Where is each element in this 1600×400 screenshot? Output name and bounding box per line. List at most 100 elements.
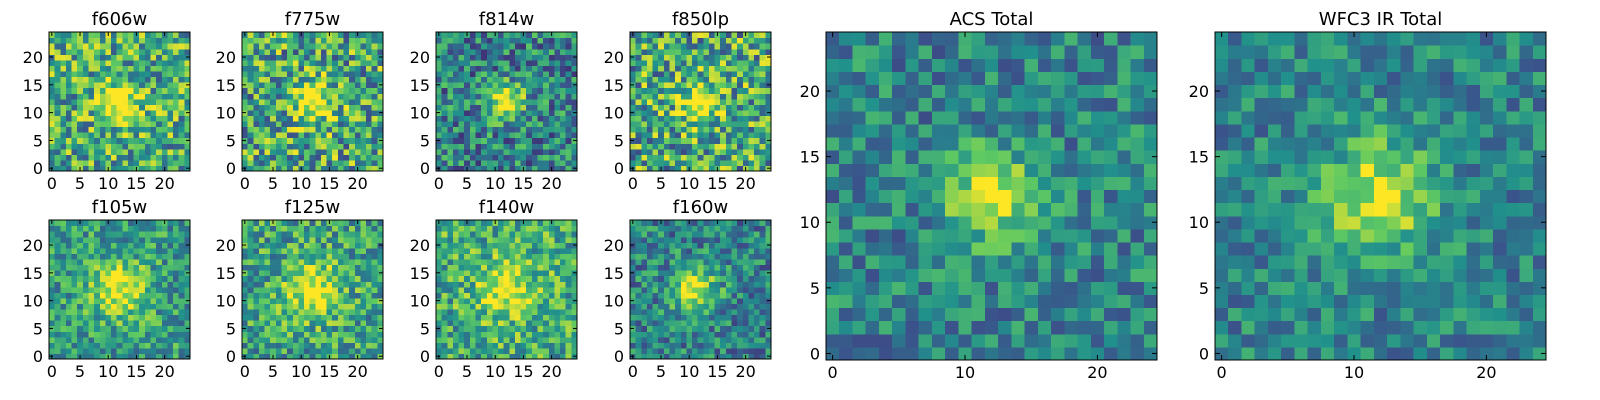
heatmap-cell [60,65,67,72]
heatmap-cell [253,104,260,111]
axes-frame [48,31,191,172]
heatmap-cell [337,109,345,116]
heatmap-cell [509,82,516,89]
heatmap-cell [754,115,761,122]
heatmap-cell [54,132,61,139]
heatmap-cell [641,303,648,310]
heatmap-cell [264,37,271,44]
heatmap-cell [77,137,84,144]
heatmap-cell [371,87,378,94]
heatmap-cell [526,143,533,150]
heatmap-cell [94,143,101,150]
heatmap-cell [281,353,288,360]
heatmap-cell [247,225,254,232]
heatmap-cell [315,54,322,61]
heatmap-cell [258,308,266,316]
heatmap-cell [537,120,544,128]
heatmap-cell [258,275,266,282]
heatmap-cell [144,242,152,249]
heatmap-cell [652,76,659,83]
heatmap-cell [133,258,140,266]
heatmap-cell [173,59,180,66]
heatmap-cell [486,48,493,55]
heatmap-cell [304,59,311,66]
heatmap-cell [304,93,311,100]
heatmap-cell [304,137,311,144]
heatmap-cell [337,320,345,327]
heatmap-cell [498,253,505,260]
heatmap-cell [292,104,299,111]
heatmap-cell [514,253,522,260]
heatmap-cell [287,314,294,321]
heatmap-cell [759,275,766,282]
heatmap-cell [371,225,378,232]
heatmap-cell [298,314,305,321]
heatmap-cell [692,59,699,66]
x-tick-label: 10 [679,174,699,193]
heatmap-cell [498,143,505,150]
heatmap-cell [554,109,561,116]
heatmap-cell [486,220,493,227]
heatmap-cell [675,314,682,321]
heatmap-cell [264,236,271,243]
heatmap-cell [481,353,488,360]
heatmap-cell [458,275,465,282]
heatmap-cell [133,275,140,282]
heatmap-cell [264,104,271,111]
heatmap-cell [94,281,101,288]
heatmap-cell [247,82,254,89]
heatmap-cell [652,331,659,338]
heatmap-cell [441,43,448,50]
heatmap-cell [503,308,510,316]
heatmap-cell [725,281,733,288]
heatmap-cell [178,353,185,360]
heatmap-cell [458,253,465,260]
heatmap-cell [105,297,112,304]
heatmap-cell [452,281,460,288]
heatmap-cell [498,292,505,299]
heatmap-cell [315,353,322,360]
heatmap-cell [686,325,693,332]
heatmap-cell [332,253,339,260]
heatmap-cell [127,320,135,327]
heatmap-cell [565,98,572,105]
heatmap-cell [503,242,510,249]
heatmap-cell [242,65,249,72]
heatmap-cell [635,120,642,128]
heatmap-cell [720,342,727,349]
heatmap-cell [366,242,373,249]
heatmap-cell [548,76,556,83]
heatmap-cell [258,247,266,254]
heatmap-cell [565,231,572,238]
heatmap-cell [680,104,687,111]
heatmap-cell [173,353,180,360]
heatmap-cell [675,154,682,161]
heatmap-cell [150,275,157,282]
heatmap-cell [498,154,505,161]
heatmap-cell [498,43,505,50]
heatmap-cell [366,48,373,55]
heatmap-cell [377,37,384,44]
heatmap-cell [531,258,539,266]
heatmap-cell [452,76,460,83]
heatmap-cell [167,342,174,349]
heatmap-cell [326,320,333,327]
heatmap-cell [111,264,118,271]
heatmap-cell [264,342,271,349]
heatmap-cell [720,165,727,172]
heatmap-cell [560,65,567,72]
heatmap-cell [692,275,699,282]
heatmap-cell [725,154,733,161]
heatmap-cell [520,242,527,249]
heatmap-cell [565,109,572,116]
heatmap-cell [742,59,750,66]
heatmap-cell [503,148,510,155]
heatmap-cell [469,342,477,349]
heatmap-cell [173,253,180,260]
heatmap-cell [60,303,67,310]
heatmap-cell [641,297,648,304]
heatmap-cell [161,325,169,332]
heatmap-cell [481,342,488,349]
heatmap-cell [447,137,454,144]
heatmap-cell [326,314,333,321]
